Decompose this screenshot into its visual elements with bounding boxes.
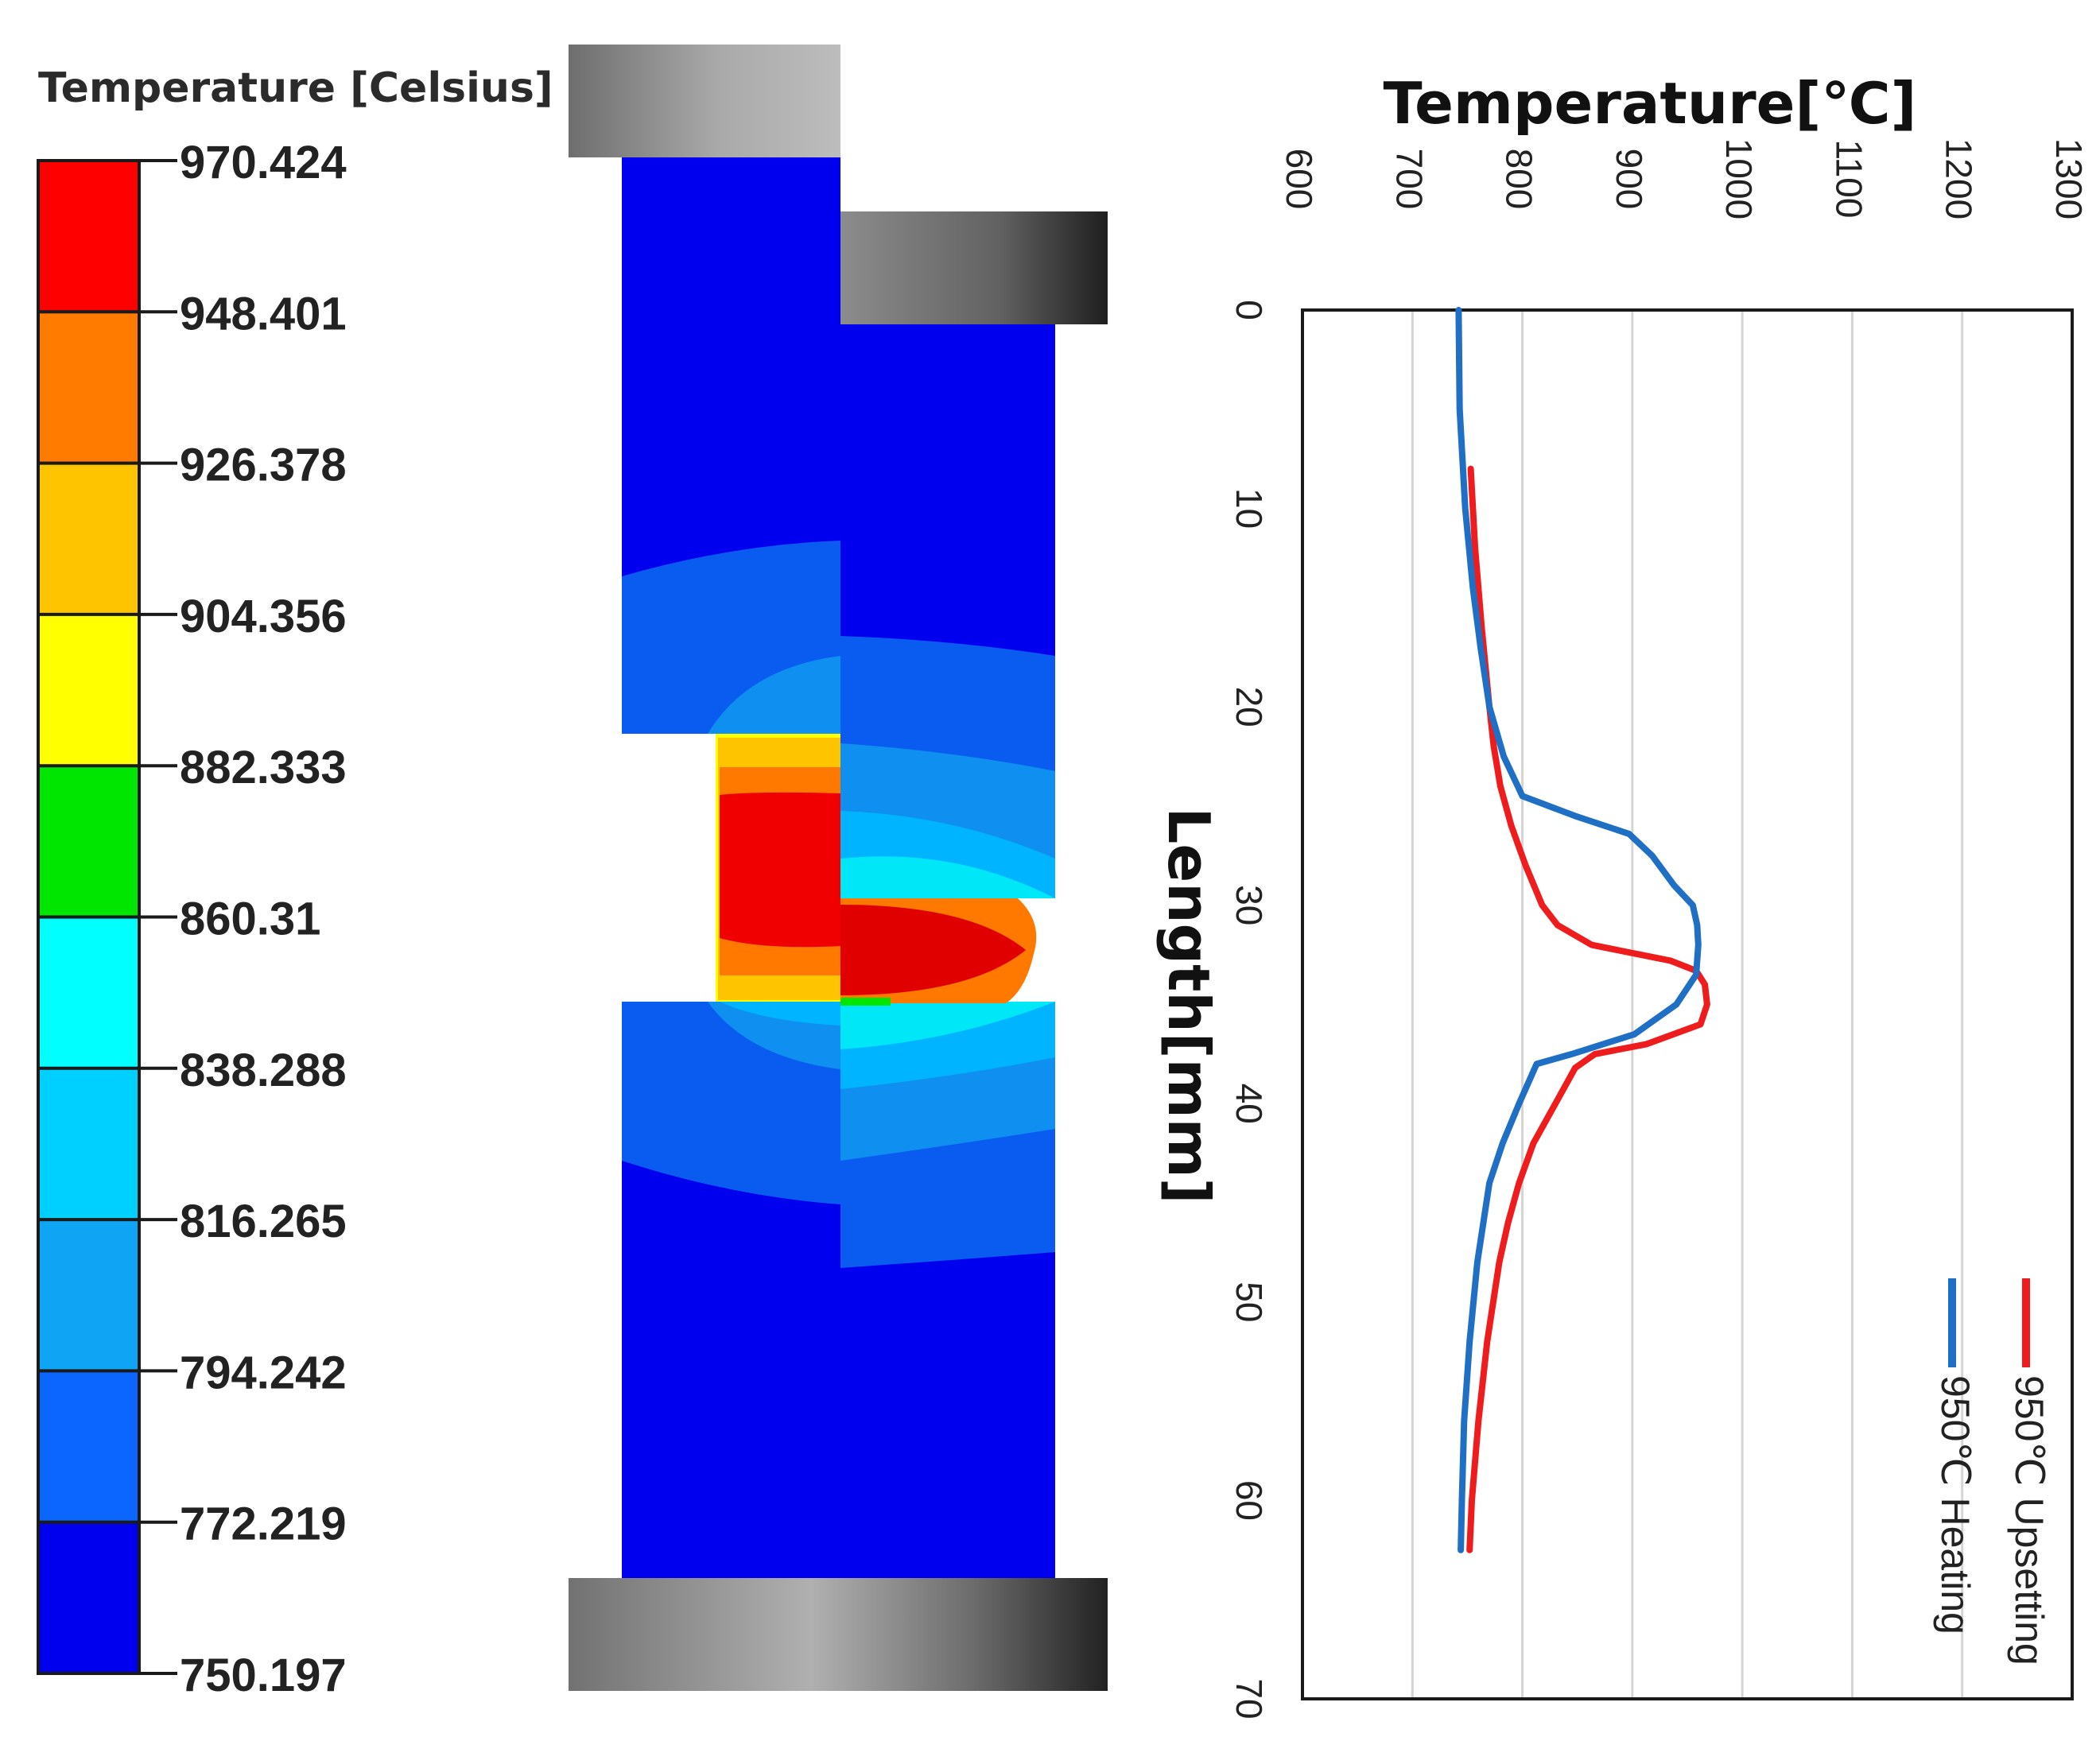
colorbar-level-label: 838.288 <box>180 1045 347 1096</box>
series-line <box>1455 307 1702 1553</box>
colorbar-level-label: 794.242 <box>180 1347 347 1398</box>
colorbar-bands <box>37 159 141 1675</box>
colorbar-level-label: 948.401 <box>180 288 347 339</box>
left-upper-specimen <box>622 157 840 734</box>
legend-label: 950℃ Upsetting <box>2007 1375 2051 1665</box>
colorbar-level-label: 860.31 <box>180 894 320 945</box>
colorbar-level-label: 882.333 <box>180 742 347 793</box>
temperature-tick-label: 600 <box>1279 149 1320 210</box>
length-tick-label: 20 <box>1229 687 1270 727</box>
colorbar-band <box>38 161 139 312</box>
simulation-contour-image <box>569 45 1108 1691</box>
right-upper-cyan2-zone <box>840 856 1055 898</box>
colorbar-labels: 970.424 948.401 926.378 904.356 882.333 860.3… <box>180 137 347 1701</box>
right-bulge-green <box>840 998 891 1006</box>
length-tick-label: 40 <box>1229 1084 1270 1124</box>
length-tick-labels: 0 10 20 30 40 50 60 70 <box>1229 300 1270 1719</box>
temperature-tick-label: 1100 <box>1828 140 1869 219</box>
length-tick-label: 70 <box>1229 1678 1270 1719</box>
colorbar-level-label: 772.219 <box>180 1499 347 1550</box>
left-center-red <box>720 792 840 948</box>
chart-title: Temperature[℃] <box>1384 70 1917 137</box>
chart-gridlines <box>1411 310 1964 1699</box>
colorbar-band <box>38 1219 139 1371</box>
length-tick-label: 30 <box>1229 885 1270 925</box>
length-tick-label: 60 <box>1229 1480 1270 1521</box>
temperature-colorbar: Temperature [Celsius] 970.424 948.401 926.… <box>37 64 553 1701</box>
colorbar-title: Temperature [Celsius] <box>38 64 553 112</box>
chart-series <box>1455 307 1710 1553</box>
length-tick-label: 50 <box>1229 1282 1270 1322</box>
colorbar-level-label: 926.378 <box>180 440 347 491</box>
right-specimen <box>840 324 1055 1578</box>
colorbar-band <box>38 312 139 463</box>
length-axis-label: Length[mm] <box>1155 807 1222 1204</box>
left-center-hot-zone <box>716 734 840 1002</box>
legend-label: 950℃ Heating <box>1933 1375 1978 1634</box>
colorbar-band <box>38 1522 139 1673</box>
top-left-grip <box>569 45 840 157</box>
temperature-tick-label: 1200 <box>1939 138 1980 219</box>
length-tick-label: 0 <box>1229 300 1270 320</box>
colorbar-band <box>38 766 139 917</box>
colorbar-level-label: 816.265 <box>180 1196 347 1247</box>
temperature-tick-label: 800 <box>1499 149 1540 210</box>
temperature-tick-label: 700 <box>1388 149 1430 210</box>
colorbar-level-label: 904.356 <box>180 591 347 642</box>
top-right-grip <box>840 211 1108 324</box>
temperature-tick-label: 1000 <box>1718 138 1760 219</box>
temperature-tick-label: 1300 <box>2048 138 2090 219</box>
plot-area-frame <box>1301 308 2074 1700</box>
colorbar-level-label: 970.424 <box>180 137 347 188</box>
left-lower-specimen <box>622 1002 840 1578</box>
length-tick-label: 10 <box>1229 488 1270 529</box>
colorbar-ticks <box>38 159 177 1675</box>
colorbar-band <box>38 1068 139 1220</box>
right-lower-cyan2-zone <box>840 1002 1055 1049</box>
bottom-grip <box>569 1578 1108 1691</box>
temperature-tick-label: 900 <box>1609 149 1650 210</box>
colorbar-band <box>38 1371 139 1522</box>
colorbar-band <box>38 917 139 1068</box>
left-upper-light-zone <box>708 656 840 734</box>
left-lower-cyan-zone <box>720 1002 840 1026</box>
temperature-tick-labels: 600 700 800 900 1000 1100 1200 1300 <box>1279 138 2090 219</box>
line-chart: Temperature[℃] 600 700 800 900 1000 1100 1200 1… <box>1155 70 2090 1720</box>
colorbar-level-label: 750.197 <box>180 1650 347 1701</box>
chart-legend: 950℃ Upsetting 950℃ Heating <box>1933 1278 2051 1665</box>
colorbar-band <box>38 614 139 766</box>
colorbar-band <box>38 463 139 615</box>
right-bulge-red <box>840 905 1026 995</box>
series-line <box>1466 465 1710 1553</box>
